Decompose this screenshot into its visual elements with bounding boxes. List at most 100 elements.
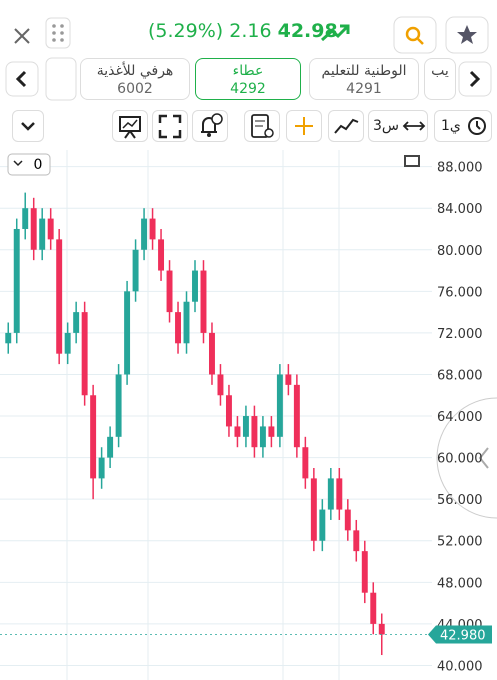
chevron xyxy=(15,70,27,88)
indicator-dropdown[interactable] xyxy=(7,153,51,176)
candle-body xyxy=(124,291,131,375)
icon xyxy=(119,116,141,139)
presentation-button[interactable] xyxy=(112,110,148,142)
top-icons xyxy=(5,16,492,101)
tab-code: 6002 xyxy=(117,81,153,97)
icon xyxy=(468,117,486,135)
candle-body xyxy=(285,374,292,385)
candle-body xyxy=(98,457,105,479)
candle-body xyxy=(370,592,377,624)
y-tick-label: 64.000 xyxy=(437,410,483,425)
y-tick-label: 60.000 xyxy=(437,452,483,467)
expand-icon[interactable] xyxy=(404,155,420,167)
candle-body xyxy=(200,270,207,333)
star-icon xyxy=(457,25,477,44)
candle-body xyxy=(73,312,80,333)
price-header: (5.29%) 2.16 42.98 xyxy=(148,20,338,42)
candle-body xyxy=(251,416,258,448)
change: 2.16 xyxy=(229,20,272,42)
candle-body xyxy=(242,416,249,437)
chart-type-button[interactable] xyxy=(328,110,364,142)
change-pct: (5.29%) xyxy=(148,20,224,42)
y-tick-label: 88.000 xyxy=(437,161,483,176)
candle-body xyxy=(259,426,266,448)
vertical-grid xyxy=(66,150,340,680)
candle-body xyxy=(183,301,190,344)
y-tick-label: 80.000 xyxy=(437,244,483,259)
tab-name: هرفي للأغذية xyxy=(96,63,174,79)
candle-body xyxy=(217,374,224,396)
tab-name: يب xyxy=(431,63,449,79)
partial-tab[interactable] xyxy=(45,57,77,101)
trend-arrow-head xyxy=(340,24,350,34)
y-tick-label: 76.000 xyxy=(437,285,483,300)
crosshair-button[interactable] xyxy=(286,110,322,142)
candle-body xyxy=(166,270,173,313)
candle-body xyxy=(327,478,334,510)
tabs-left-button[interactable] xyxy=(5,61,39,97)
candle-body xyxy=(39,218,46,250)
candle-body xyxy=(336,478,343,510)
candle-body xyxy=(5,332,12,344)
price: 42.98 xyxy=(277,20,338,42)
tab-code: 4291 xyxy=(346,81,382,97)
candle-body xyxy=(361,551,368,593)
search-icon xyxy=(405,26,421,42)
indicator-count: 0 xyxy=(34,157,43,173)
y-tick-label: 48.000 xyxy=(437,576,483,591)
watchlist-button[interactable] xyxy=(244,110,280,142)
interval-button[interactable]: 3س xyxy=(368,110,428,142)
tabs-right-button[interactable] xyxy=(458,61,492,97)
candle-body xyxy=(47,218,54,240)
tab-active[interactable]: عطاء 4292 xyxy=(195,58,301,100)
candle-body xyxy=(310,478,317,541)
chevron xyxy=(13,160,23,167)
range-button[interactable]: 1ي xyxy=(434,110,492,142)
candle-body xyxy=(22,208,29,229)
candle-body xyxy=(192,270,198,302)
interval-label: 3س xyxy=(373,118,400,134)
icon xyxy=(251,114,274,138)
y-tick-label: 84.000 xyxy=(437,202,483,217)
collapse-button[interactable] xyxy=(12,110,44,142)
search-icon xyxy=(417,38,424,45)
grid xyxy=(0,166,432,666)
candle-body xyxy=(378,623,385,635)
candle-body xyxy=(13,228,20,333)
side-handle[interactable] xyxy=(436,397,497,519)
candle-body xyxy=(268,426,275,437)
tab[interactable]: الوطنية للتعليم 4291 xyxy=(309,58,419,100)
candle-body xyxy=(234,426,241,437)
tab-code: 4292 xyxy=(230,81,266,97)
fullscreen-button[interactable] xyxy=(152,110,188,142)
candle-body xyxy=(209,332,215,375)
candle-body xyxy=(64,332,71,354)
tab[interactable]: يب xyxy=(424,58,456,100)
candle-body xyxy=(158,239,165,271)
search-button[interactable] xyxy=(393,16,437,54)
close-button[interactable] xyxy=(14,28,30,44)
icon xyxy=(201,113,223,137)
candle-body xyxy=(115,374,122,437)
y-tick-label: 52.000 xyxy=(437,535,483,550)
y-tick-label: 56.000 xyxy=(437,493,483,508)
icon xyxy=(295,117,313,135)
range-label: 1ي xyxy=(441,118,461,134)
drag-handle[interactable] xyxy=(52,24,64,42)
tab[interactable]: هرفي للأغذية 6002 xyxy=(80,58,190,100)
candle-body xyxy=(81,312,88,396)
candle-body xyxy=(132,249,139,292)
chevron xyxy=(478,447,489,469)
candle-body xyxy=(90,395,97,479)
candle-body xyxy=(302,447,309,479)
y-tick-label: 72.000 xyxy=(437,327,483,342)
icon xyxy=(402,121,426,131)
y-tick-label: 68.000 xyxy=(437,368,483,383)
y-tick-label: 40.000 xyxy=(437,659,483,674)
alert-button[interactable] xyxy=(192,110,228,142)
candle-body xyxy=(353,530,360,552)
candle-body xyxy=(276,374,283,437)
chevron xyxy=(469,70,481,88)
